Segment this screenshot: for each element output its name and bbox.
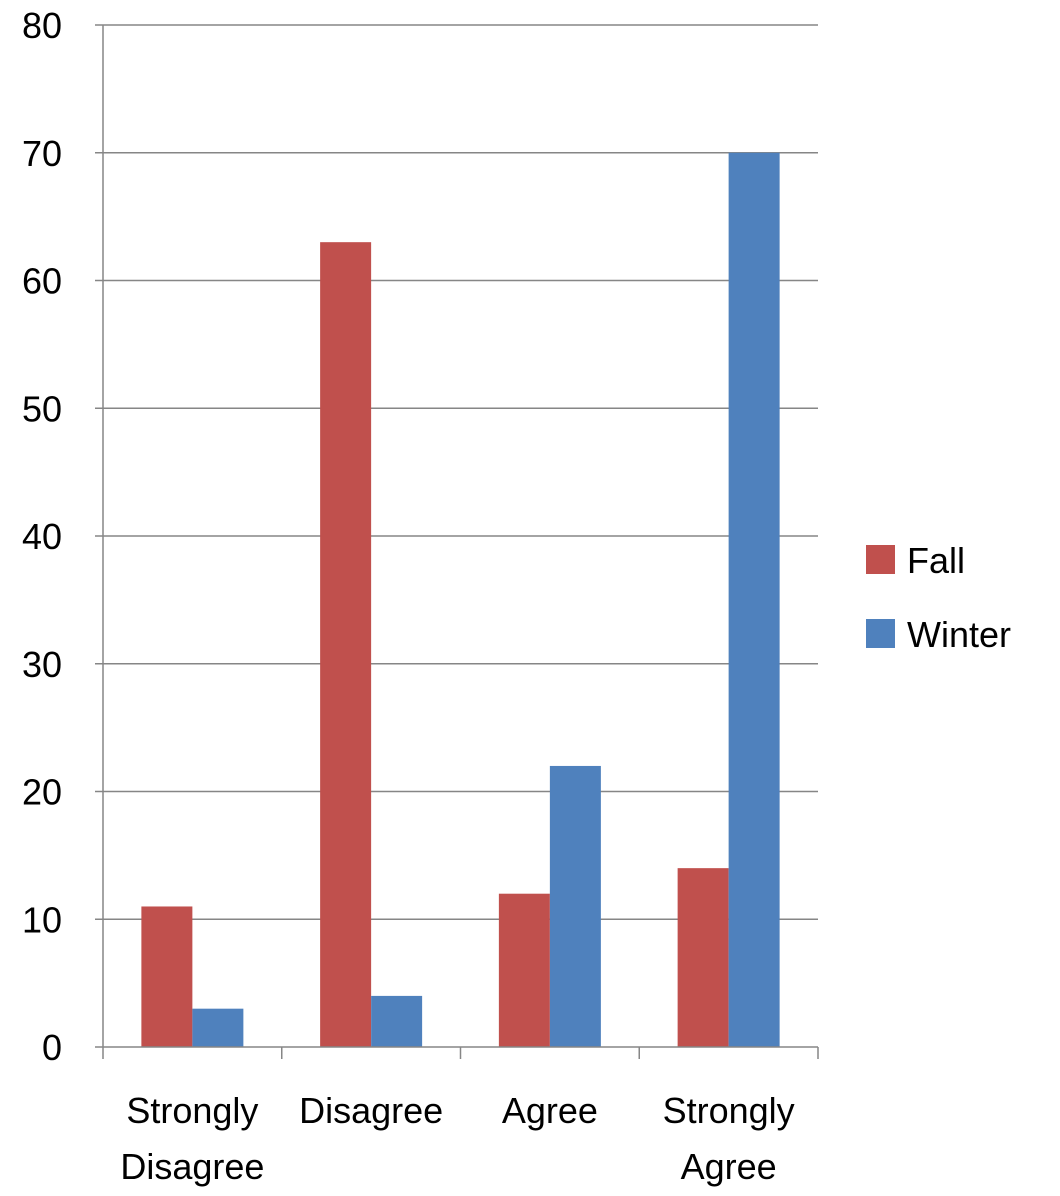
y-tick-label: 60 bbox=[22, 261, 62, 302]
y-tick-label: 80 bbox=[22, 5, 62, 46]
bar-fall-2 bbox=[498, 893, 550, 1047]
x-category-label: Agree bbox=[502, 1090, 598, 1131]
y-tick-label: 40 bbox=[22, 516, 62, 557]
x-category-label: Strongly bbox=[663, 1090, 795, 1131]
legend-swatch-winter bbox=[866, 619, 895, 648]
bar-fall-0 bbox=[141, 906, 193, 1047]
y-tick-label: 50 bbox=[22, 388, 62, 429]
gridlines bbox=[95, 24, 818, 920]
x-category-label: Disagree bbox=[120, 1146, 264, 1187]
bar-winter-3 bbox=[728, 152, 780, 1047]
bars bbox=[141, 152, 780, 1048]
y-tick-label: 10 bbox=[22, 899, 62, 940]
axes bbox=[95, 25, 819, 1059]
bar-winter-0 bbox=[192, 1008, 244, 1047]
x-category-labels: Strongly Disagree Disagree Agree Strongly Agr… bbox=[120, 1090, 794, 1187]
y-tick-label: 0 bbox=[42, 1027, 62, 1068]
legend-label-fall: Fall bbox=[907, 540, 965, 581]
bar-fall-1 bbox=[320, 242, 372, 1048]
x-category-label: Strongly bbox=[126, 1090, 258, 1131]
y-tick-label: 70 bbox=[22, 133, 62, 174]
bar-winter-1 bbox=[371, 995, 423, 1047]
bar-fall-3 bbox=[677, 868, 729, 1047]
y-tick-labels: 0 10 20 30 40 50 60 70 80 bbox=[22, 5, 62, 1068]
x-category-label: Agree bbox=[681, 1146, 777, 1187]
y-tick-label: 20 bbox=[22, 772, 62, 813]
x-category-label: Disagree bbox=[299, 1090, 443, 1131]
legend-swatch-fall bbox=[866, 545, 895, 574]
y-tick-label: 30 bbox=[22, 644, 62, 685]
legend-label-winter: Winter bbox=[907, 614, 1011, 655]
legend: Fall Winter bbox=[866, 540, 1011, 655]
bar-winter-2 bbox=[549, 765, 601, 1047]
